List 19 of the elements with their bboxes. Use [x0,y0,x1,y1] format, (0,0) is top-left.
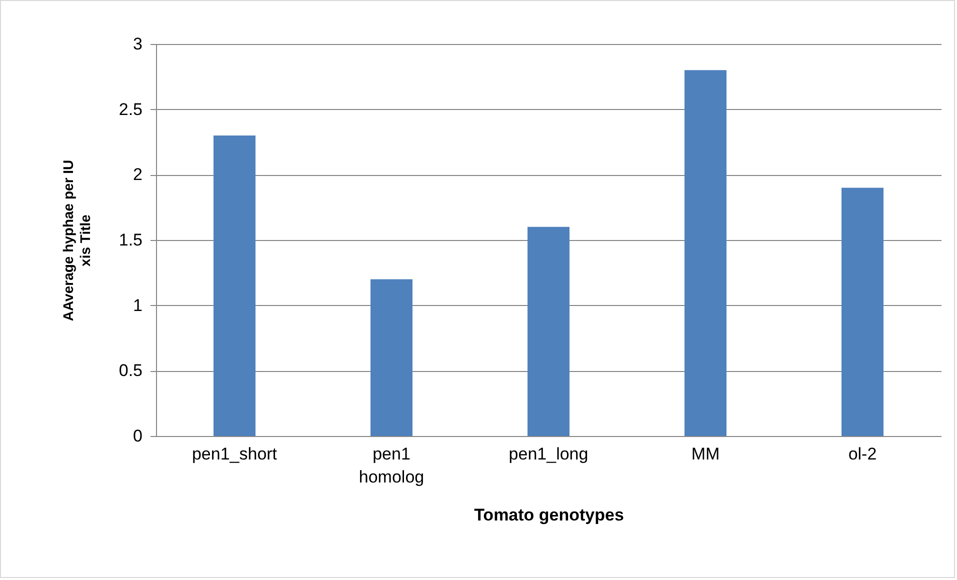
y-tick-label: 2 [133,165,142,184]
x-tick-label: MM [691,444,720,464]
y-tick-label: 3 [133,34,142,54]
x-tick-label: pen1_long [508,444,588,464]
x-tick-label: pen1_short [192,444,278,464]
y-tick-label: 1 [133,296,142,315]
y-tick-label: 2.5 [118,100,142,119]
y-tick-label: 0.5 [118,361,142,380]
bar [684,70,726,436]
bar [842,188,884,436]
bar [370,279,412,436]
bar [214,135,256,436]
y-axis-title: AAverage hyphae per IU xis Title [60,160,93,322]
bar [528,226,570,436]
x-axis-title: Tomato genotypes [474,506,624,524]
y-tick-label: 1.5 [118,230,142,250]
y-tick-label: 0 [133,426,142,446]
x-tick-label: ol-2 [848,444,877,464]
x-tick-label: pen1 homolog [358,444,424,486]
